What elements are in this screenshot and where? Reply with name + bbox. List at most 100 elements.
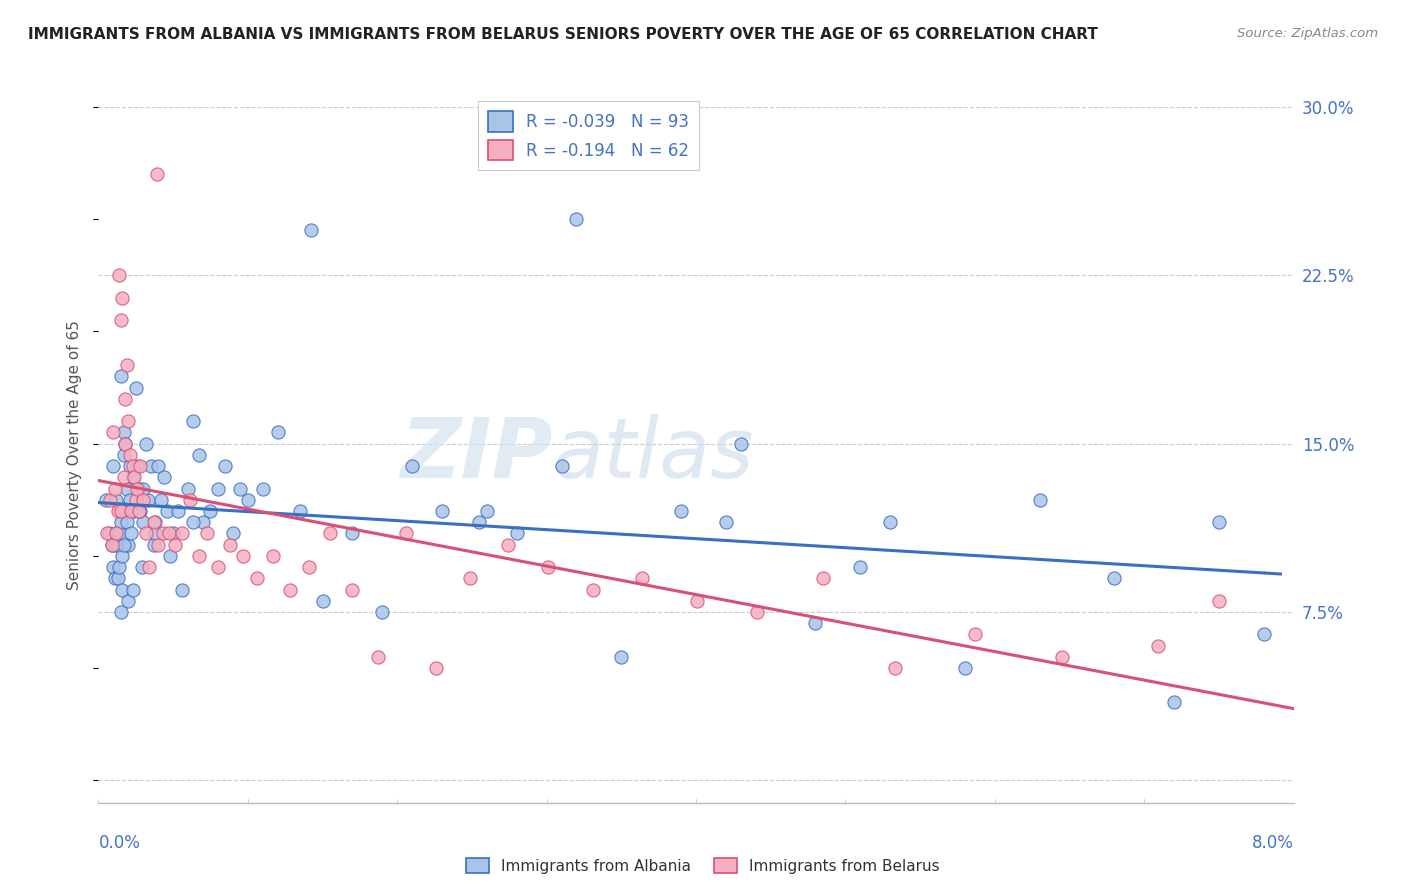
Point [128,504,150,518]
Point [103,459,125,474]
Point [112,538,135,552]
Point [610,649,633,664]
Point [114,392,136,406]
Point [120,504,142,518]
Point [159,549,181,563]
Point [252,482,274,496]
Point [401,459,423,474]
Point [883,661,905,675]
Point [105,526,128,541]
Point [298,560,321,574]
Point [132,515,155,529]
Point [135,526,157,541]
Point [367,649,389,664]
Point [108,560,131,574]
Point [157,526,180,541]
Point [96,526,118,541]
Point [299,223,322,237]
Text: atlas: atlas [553,415,754,495]
Point [138,560,160,574]
Point [152,526,174,541]
Point [139,459,162,474]
Point [953,661,976,675]
Point [262,549,284,563]
Point [115,358,138,372]
Point [111,549,134,563]
Point [97,526,120,541]
Point [108,268,131,283]
Text: 0.0%: 0.0% [98,834,141,852]
Point [148,459,170,474]
Point [128,504,150,518]
Point [124,470,146,484]
Legend: R = -0.039   N = 93, R = -0.194   N = 62: R = -0.039 N = 93, R = -0.194 N = 62 [478,102,699,170]
Point [105,526,128,541]
Point [214,459,236,474]
Point [104,538,127,552]
Point [142,515,165,529]
Point [107,538,129,552]
Point [101,538,124,552]
Point [395,526,418,541]
Point [103,425,125,440]
Point [127,482,149,496]
Point [747,605,769,619]
Point [686,594,709,608]
Point [124,504,146,518]
Text: Source: ZipAtlas.com: Source: ZipAtlas.com [1237,27,1378,40]
Point [105,492,128,507]
Point [631,571,654,585]
Point [1208,594,1230,608]
Point [153,470,176,484]
Point [197,526,219,541]
Point [236,492,259,507]
Point [127,459,149,474]
Point [121,470,143,484]
Point [115,515,138,529]
Point [550,459,572,474]
Point [162,526,184,541]
Point [150,492,173,507]
Point [110,515,132,529]
Point [311,594,333,608]
Point [166,504,188,518]
Point [288,504,311,518]
Point [200,504,222,518]
Point [112,448,135,462]
Point [267,425,290,440]
Point [537,560,560,574]
Point [163,538,186,552]
Point [1253,627,1275,641]
Point [107,571,129,585]
Point [129,459,152,474]
Point [112,425,135,440]
Point [111,582,134,597]
Point [506,526,529,541]
Point [879,515,901,529]
Point [278,582,301,597]
Point [117,538,139,552]
Point [131,560,153,574]
Point [145,167,167,181]
Point [1102,571,1125,585]
Point [135,436,157,450]
Point [319,526,342,541]
Point [179,492,201,507]
Point [187,448,209,462]
Point [191,515,214,529]
Point [1208,515,1230,529]
Point [104,571,127,585]
Point [565,212,588,227]
Point [460,571,482,585]
Text: ZIP: ZIP [399,415,553,495]
Point [172,582,194,597]
Point [118,459,141,474]
Point [148,538,170,552]
Point [232,549,254,563]
Point [110,369,132,384]
Point [117,594,139,608]
Point [117,414,139,428]
Point [849,560,872,574]
Point [187,549,209,563]
Point [108,526,131,541]
